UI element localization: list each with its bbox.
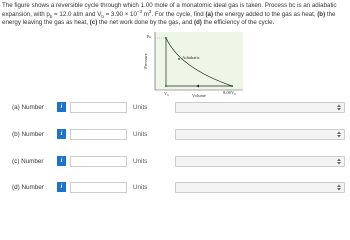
number-input[interactable] [70,129,127,140]
arrow [196,84,199,88]
part-label: (b) [12,131,20,138]
point-b [164,36,168,40]
point-a [164,84,168,88]
field-label: Number [21,104,44,111]
problem-part: (d) [193,19,202,27]
v-label: Vb [164,91,169,97]
select-arrows [337,104,341,111]
row-label: (c) Number [12,158,44,165]
v-end-label: 8.00Vb [223,90,236,96]
select-arrows [337,158,341,165]
units-label: Units [133,104,148,111]
v-end-label-sub: b [234,92,236,96]
y-axis-label: Pressure [143,53,148,69]
curve-marker [178,58,180,60]
curve-label: Adiabatic [182,55,200,60]
page: {"problem": {"parts": [ {"text": "The fi… [0,2,350,194]
problem-part: b [49,13,53,19]
problem-part: (a) [205,10,213,18]
p-label-main: p [147,33,150,38]
problem-part: (c) [89,19,98,27]
arrow-up [337,158,341,161]
p-label-sub: b [149,35,151,39]
p-label: pb [147,33,151,39]
info-button[interactable]: i [57,129,66,139]
problem-part: m [142,10,149,18]
adiabatic-curve [165,37,233,87]
problem-part: = 12.0 atm and V [52,10,102,18]
problem-part: the energy leaving the gas as heat, [2,10,336,27]
info-button[interactable]: i [57,102,66,112]
arrow-down [337,135,341,138]
problem-part: b [101,13,104,19]
select-arrows [337,131,341,138]
arrow-up [337,104,341,107]
problem-part: the energy added to the gas as heat, [213,10,318,18]
problem-part: −3 [136,8,143,14]
problem-part: the net work done by the gas, and [97,19,194,27]
problem-part: the efficiency of the cycle. [201,19,275,27]
arrow-up [337,184,341,187]
units-label: Units [133,131,148,138]
arrow-down [337,108,341,111]
problem-text: The figure shows a reversible cycle thro… [2,2,346,28]
arrow-up [337,131,341,134]
row-label: (a) Number [12,104,44,111]
problem-part: The figure shows a reversible cycle thro… [2,2,337,18]
field-label: Number [21,131,44,138]
arrow-down [337,188,341,191]
answer-row: (b) Number i Units [0,129,350,141]
select-arrows [337,184,341,191]
units-select[interactable] [175,129,345,140]
row-label: (b) Number [12,131,44,138]
problem-part: (b) [317,10,326,18]
problem-part: = 3.90 × 10 [103,10,137,18]
units-select[interactable] [175,156,345,167]
arrow-down [337,162,341,165]
v-label-main: V [164,91,168,96]
figure: Pressure Volume pb Vb 8.00Vb Adiabatic [143,32,243,98]
x-axis-label: Volume [192,93,206,98]
part-label: (c) [12,158,20,165]
info-button[interactable]: i [57,156,66,166]
units-select[interactable] [175,182,345,193]
part-label: (d) [12,184,20,191]
units-label: Units [133,158,148,165]
part-label: (a) [12,104,20,111]
v-end-label-main: 8.00V [223,90,235,95]
number-input[interactable] [70,156,127,167]
info-button[interactable]: i [57,182,66,192]
problem-part: 3 [148,8,152,14]
answer-row: (d) Number i Units [0,182,350,194]
v-label-sub: b [167,93,169,97]
point-c [230,84,234,88]
figure-background [155,32,243,90]
problem-part: . For the cycle, find [151,10,206,18]
field-label: Number [21,184,44,191]
answer-row: (a) Number i Units [0,102,350,114]
units-label: Units [133,184,148,191]
number-input[interactable] [70,182,127,193]
answer-row: (c) Number i Units [0,156,350,168]
row-label: (d) Number [12,184,44,191]
units-select[interactable] [175,102,345,113]
field-label: Number [21,158,44,165]
number-input[interactable] [70,102,127,113]
